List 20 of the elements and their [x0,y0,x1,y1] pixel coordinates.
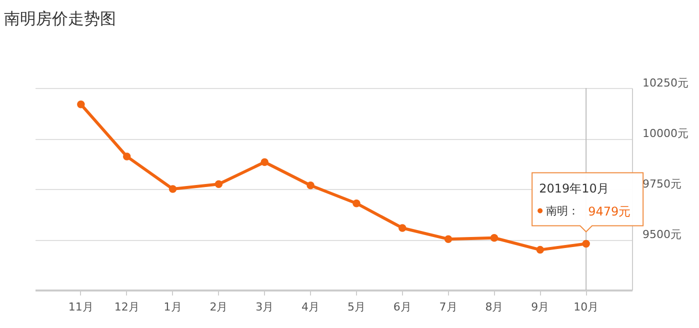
x-tick-label: 12月 [114,300,140,314]
chart-title: 南明房价走势图 [4,9,116,28]
x-tick-label: 7月 [439,300,458,314]
legend-label: 南明： [546,204,580,218]
x-tick-label: 1月 [164,300,182,314]
x-tick-label: 10月 [574,300,599,314]
data-label: 9479元 [588,204,631,219]
annotation: 2019年10月 [539,182,609,196]
x-tick-label: 3月 [256,300,274,314]
x-tick-label: 6月 [393,300,412,314]
x-tick-label: 9月 [531,300,550,314]
y-tick-label: 10250元 [642,76,688,90]
y-tick-label: 9500元 [642,228,682,241]
x-tick-label: 4月 [302,300,320,314]
x-tick-label: 5月 [347,300,366,314]
y-tick-label: 10000元 [642,127,688,140]
x-tick-label: 8月 [485,300,504,314]
x-tick-label: 2月 [210,300,228,314]
y-tick-label: 9750元 [642,178,682,190]
x-tick-label: 11月 [68,300,94,314]
